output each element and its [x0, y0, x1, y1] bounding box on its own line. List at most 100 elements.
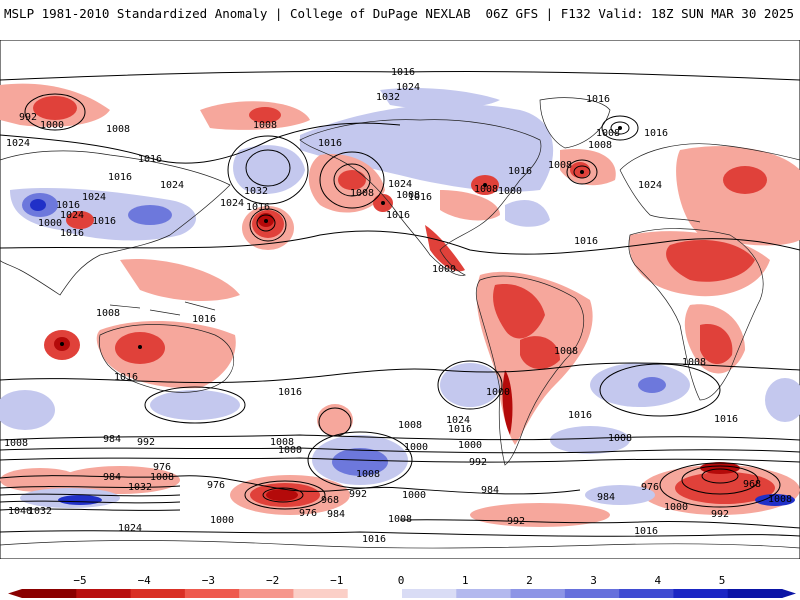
colorbar-tick-label: −1 — [330, 574, 343, 587]
isobar-label: 1016 — [408, 192, 432, 203]
colorbar-tick-label: 5 — [719, 574, 726, 587]
isobar-label: 1024 — [388, 179, 412, 190]
isobar-label: 1008 — [270, 437, 294, 448]
isobar-label: 1000 — [38, 218, 62, 229]
colorbar-tick-label: −4 — [138, 574, 152, 587]
colorbar-segment — [402, 589, 457, 598]
isobar-label: 1008 — [4, 438, 28, 449]
isobar-label: 1000 — [664, 502, 688, 513]
colorbar-tick-label: 0 — [398, 574, 405, 587]
isobar-label: 1024 — [638, 180, 662, 191]
isobar-label: 1032 — [376, 92, 400, 103]
isobar-label: 976 — [299, 508, 317, 519]
isobar-label: 1008 — [554, 346, 578, 357]
isobar-label: 1008 — [253, 120, 277, 131]
isobar-label: 984 — [103, 472, 121, 483]
valid-time-label: 06Z GFS | F132 Valid: 18Z SUN MAR 30 202… — [485, 6, 794, 21]
isobar-label: 1000 — [458, 440, 482, 451]
anomaly-shading — [0, 83, 800, 527]
isobar-label: 992 — [349, 489, 367, 500]
isobar-label: 1016 — [634, 526, 658, 537]
colorbar-segment — [456, 589, 512, 598]
colorbar-segment — [673, 589, 729, 598]
isobar-label: 1016 — [60, 228, 84, 239]
isobar-label: 1008 — [356, 469, 380, 480]
colorbar-tick-label: −3 — [202, 574, 215, 587]
isobar-label: 992 — [137, 437, 155, 448]
isobar-label: 1016 — [574, 236, 598, 247]
isobar-label: 976 — [207, 480, 225, 491]
isobar-label: 1032 — [28, 506, 52, 517]
isobar-label: 1000 — [402, 490, 426, 501]
colorbar-segment — [727, 589, 783, 598]
isobar-label: 1032 — [128, 482, 152, 493]
isobar-label: 1016 — [508, 166, 532, 177]
isobar-label: 1008 — [588, 140, 612, 151]
colorbar-tick-label: 3 — [590, 574, 597, 587]
isobar-label: 1016 — [386, 210, 410, 221]
coastlines — [0, 97, 800, 549]
isobar-label: 1024 — [6, 138, 30, 149]
isobar-label: 968 — [743, 479, 761, 490]
colorbar: −5 −4 −3 −2 −1 0 1 2 3 4 5 — [8, 574, 796, 598]
isobar-label: 1024 — [60, 210, 84, 221]
isobar-label: 1008 — [398, 420, 422, 431]
isobar-label: 984 — [597, 492, 615, 503]
isobar-label: 1032 — [244, 186, 268, 197]
isobar-label: 1016 — [138, 154, 162, 165]
isobar-label: 1016 — [108, 172, 132, 183]
pressure-centers — [60, 126, 622, 349]
isobar-label: 1008 — [682, 357, 706, 368]
colorbar-tick-label: −2 — [266, 574, 279, 587]
isobar-label: 976 — [641, 482, 659, 493]
isobar-label: 1016 — [586, 94, 610, 105]
isobar-label: 1016 — [56, 200, 80, 211]
colorbar-segment — [22, 589, 77, 598]
isobar-label: 992 — [469, 457, 487, 468]
isobars — [0, 71, 800, 537]
isobar-label: 1008 — [548, 160, 572, 171]
isobar-label: 1008 — [106, 124, 130, 135]
isobar-label: 1008 — [608, 433, 632, 444]
colorbar-right-arrow — [782, 589, 796, 598]
isobar-label: 992 — [19, 112, 37, 123]
isobar-label: 1000 — [40, 120, 64, 131]
isobar-label: 1024 — [396, 82, 420, 93]
isobar-label: 1016 — [568, 410, 592, 421]
isobar-label: 1008 — [96, 308, 120, 319]
colorbar-tick-label: 4 — [654, 574, 661, 587]
isobar-label: 1000 — [432, 264, 456, 275]
colorbar-segment — [76, 589, 132, 598]
isobar-label: 1016 — [114, 372, 138, 383]
colorbar-segment — [184, 589, 240, 598]
isobar-label: 976 — [153, 462, 171, 473]
colorbar-tick-label: −5 — [73, 574, 86, 587]
isobar-label: 1008 — [150, 472, 174, 483]
isobar-label: 1008 — [396, 190, 420, 201]
isobar-label: 1016 — [192, 314, 216, 325]
isobar-label: 1024 — [220, 198, 244, 209]
colorbar-tick-label: 2 — [526, 574, 533, 587]
isobar-label: 1000 — [486, 387, 510, 398]
colorbar-segment — [619, 589, 674, 598]
isobar-label: 1008 — [474, 184, 498, 195]
isobar-label: 1008 — [388, 514, 412, 525]
isobar-label: 1016 — [448, 424, 472, 435]
colorbar-tick-labels: −5 −4 −3 −2 −1 0 1 2 3 4 5 — [73, 574, 725, 587]
isobar-label: 1016 — [92, 216, 116, 227]
isobar-label: 1016 — [714, 414, 738, 425]
colorbar-segments — [8, 589, 796, 598]
colorbar-segment — [347, 589, 403, 598]
isobar-label: 968 — [321, 495, 339, 506]
isobar-label: 1008 — [768, 494, 792, 505]
colorbar-segment — [293, 589, 349, 598]
isobar-label: 984 — [103, 434, 121, 445]
isobar-label: 1000 — [278, 445, 302, 456]
isobar-label: 984 — [327, 509, 345, 520]
isobar-label: 1016 — [391, 67, 415, 78]
isobar-label: 992 — [507, 516, 525, 527]
isobar-label: 1016 — [362, 534, 386, 545]
isobar-label: 1016 — [246, 202, 270, 213]
isobar-label: 1008 — [596, 128, 620, 139]
isobar-label: 1000 — [210, 515, 234, 526]
